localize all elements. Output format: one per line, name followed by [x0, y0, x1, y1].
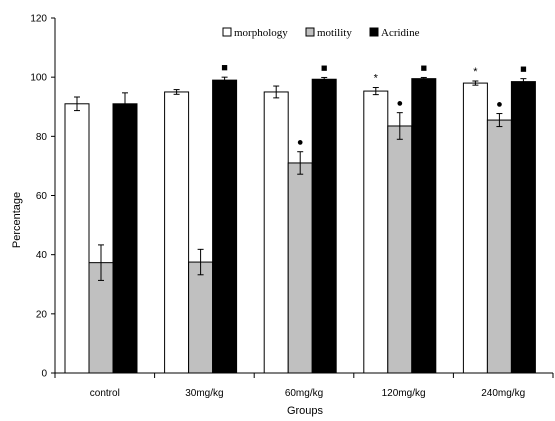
bar-morphology-2 [263, 91, 289, 374]
bar-acridine-3 [411, 78, 437, 374]
bar-motility-2 [287, 162, 313, 374]
legend-swatch-motility [305, 27, 315, 37]
bar-motility-3 [387, 125, 413, 374]
bar-acridine-0 [112, 103, 138, 374]
bar-morphology-3 [363, 90, 389, 374]
x-tick-label: control [90, 388, 120, 399]
bar-morphology-0 [64, 103, 90, 374]
legend-label-morphology: morphology [234, 27, 288, 39]
legend: morphology motility Acridine [222, 27, 420, 39]
significance-marker: ■ [420, 62, 427, 74]
significance-marker: * [473, 66, 478, 78]
y-tick-label: 20 [36, 309, 48, 320]
y-axis-title: Percentage [11, 192, 23, 248]
x-tick-label: 30mg/kg [185, 388, 223, 399]
y-tick-label: 100 [30, 73, 47, 84]
significance-marker: ● [396, 98, 403, 110]
legend-swatch-morphology [222, 27, 232, 37]
plot-area: 0 20 40 60 80 100 120 control 30mg/kg 60mg/kg 120m… [30, 14, 554, 399]
legend-label-acridine: Acridine [381, 27, 420, 39]
y-tick-label: 120 [30, 14, 47, 25]
legend-label-motility: motility [317, 27, 352, 39]
bar-acridine-2 [311, 78, 337, 374]
legend-swatch-acridine [369, 27, 379, 37]
x-tick-label: 120mg/kg [382, 388, 426, 399]
significance-marker: ■ [221, 62, 228, 74]
bar-acridine-4 [510, 81, 536, 374]
significance-marker: * [374, 73, 379, 85]
bar-motility-1 [188, 261, 214, 374]
x-tick-label: 240mg/kg [481, 388, 525, 399]
y-tick-label: 40 [36, 250, 48, 261]
significance-marker: ● [297, 137, 304, 149]
y-tick-label: 0 [41, 369, 47, 380]
bar-acridine-1 [212, 79, 238, 374]
significance-marker: ■ [520, 64, 527, 76]
bar-morphology-4 [462, 82, 488, 374]
bar-motility-4 [486, 119, 512, 374]
y-tick-label: 80 [36, 132, 48, 143]
bar-morphology-1 [164, 91, 190, 374]
y-tick-label: 60 [36, 191, 48, 202]
x-axis-title: Groups [287, 405, 324, 417]
significance-marker: ■ [321, 62, 328, 74]
x-tick-label: 60mg/kg [285, 388, 323, 399]
significance-marker: ● [496, 99, 503, 111]
